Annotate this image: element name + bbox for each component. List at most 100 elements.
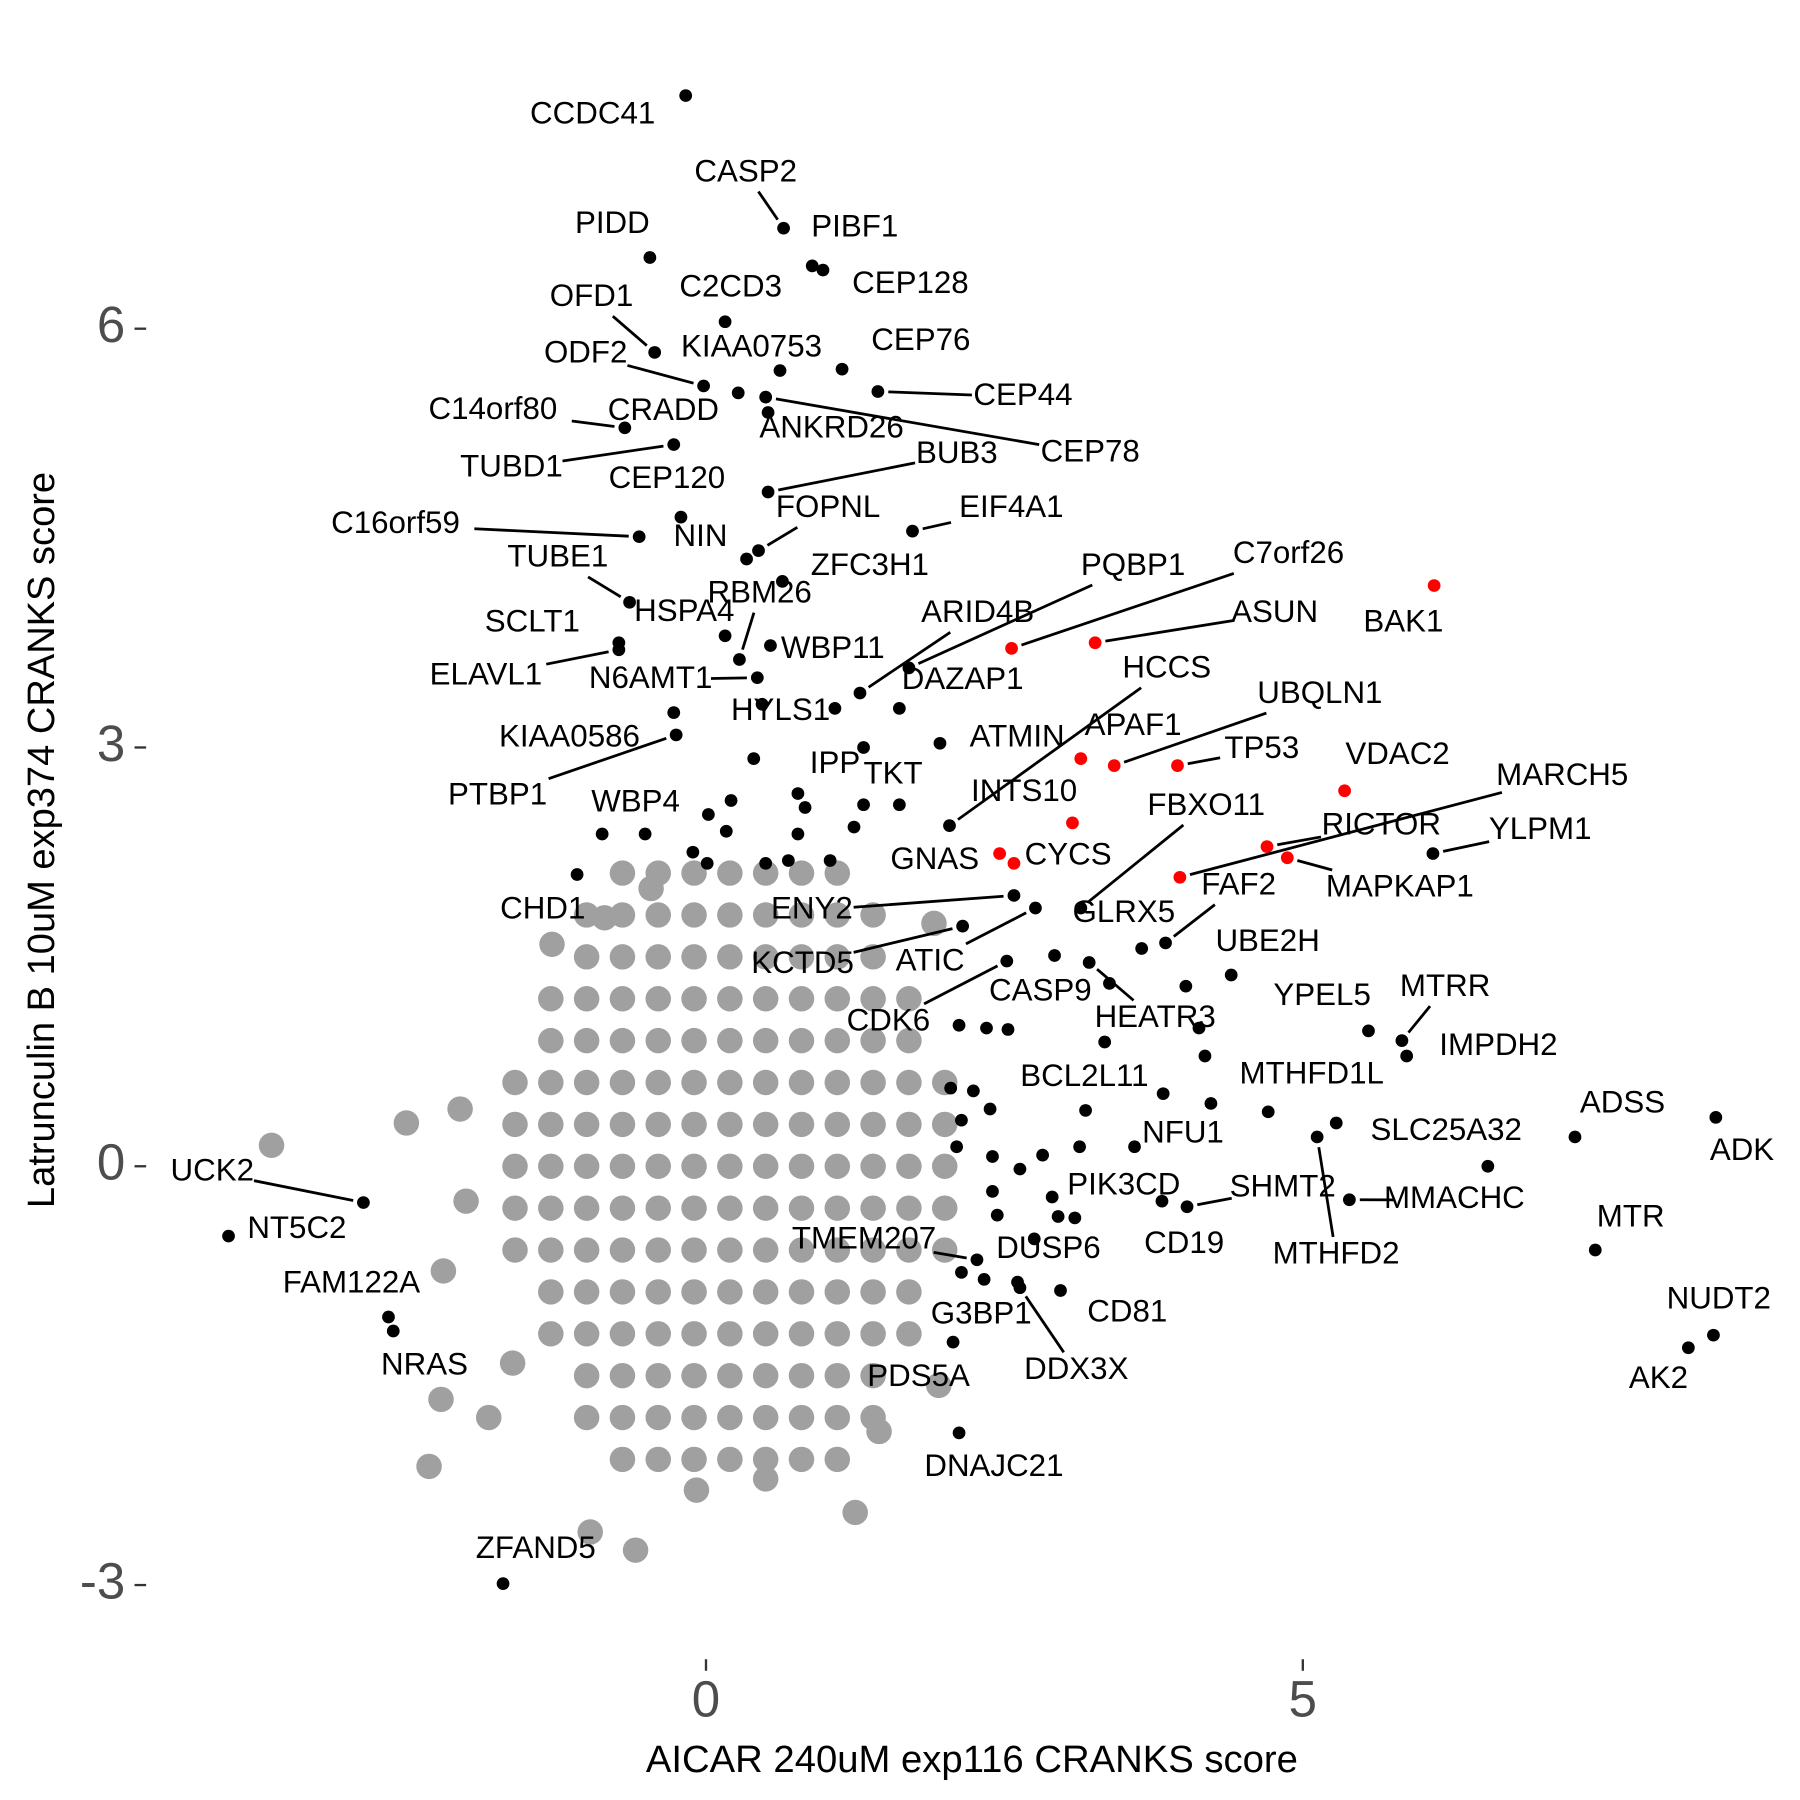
leader-line [1317, 1146, 1335, 1238]
point-label: SCLT1 [485, 603, 580, 638]
background-point [788, 1027, 815, 1054]
background-point [921, 910, 947, 937]
background-point [860, 1195, 886, 1221]
background-point [717, 1111, 743, 1138]
background-point [683, 1477, 710, 1503]
point-label: CHD1 [500, 891, 585, 926]
y-tick-label: 3 [97, 715, 125, 772]
point [1000, 954, 1014, 968]
x-tick-label: 5 [1289, 1671, 1317, 1728]
point [719, 824, 733, 838]
point [623, 595, 636, 609]
point [1007, 889, 1021, 902]
point [980, 1021, 993, 1035]
background-point [717, 860, 743, 886]
point-label: HCCS [1122, 650, 1211, 685]
point [761, 485, 775, 499]
point [755, 697, 769, 711]
point [1079, 1104, 1092, 1117]
background-point [752, 1466, 779, 1492]
background-point [577, 1519, 603, 1545]
point [986, 1150, 999, 1163]
background-point [717, 944, 743, 970]
point [595, 827, 609, 841]
background-point [717, 1404, 743, 1431]
background-point [717, 1279, 743, 1305]
point [724, 794, 738, 807]
background-point [681, 902, 707, 928]
point [1005, 642, 1018, 655]
background-point [788, 1195, 815, 1221]
point [1082, 956, 1096, 969]
background-point [645, 1237, 672, 1263]
point [1192, 1021, 1206, 1035]
background-point [538, 1111, 564, 1138]
background-point [896, 1153, 922, 1179]
axes-layer: -3 0 3 6 0 5 [80, 296, 1317, 1727]
background-point [752, 1321, 779, 1347]
point [950, 1140, 964, 1154]
points-layer [222, 89, 1723, 1590]
point-label: OFD1 [550, 278, 633, 313]
background-point [538, 1027, 564, 1054]
point-label: ZFAND5 [476, 1530, 596, 1565]
point [776, 575, 789, 588]
background-point [645, 1069, 672, 1096]
point [955, 1266, 968, 1279]
point [1054, 1284, 1067, 1297]
point [1074, 752, 1088, 765]
point [1156, 1087, 1170, 1101]
point [1709, 1111, 1723, 1124]
leader-line [853, 927, 953, 954]
point [952, 1426, 966, 1440]
point-label: ATMIN [970, 719, 1065, 754]
background-point [788, 1237, 815, 1263]
point-label: PIDD [575, 205, 650, 240]
point-label: CD81 [1087, 1293, 1167, 1328]
point [1029, 901, 1042, 915]
background-point [788, 1362, 815, 1389]
background-point [896, 1027, 922, 1054]
background-point [717, 902, 743, 928]
point-label: CD19 [1144, 1225, 1224, 1260]
point [1088, 636, 1102, 650]
background-point [752, 1069, 779, 1096]
point [638, 827, 652, 841]
point-label: TUBD1 [460, 449, 563, 484]
point-label: ELAVL1 [430, 656, 543, 691]
point-label: PQBP1 [1081, 547, 1185, 582]
point [1707, 1328, 1720, 1342]
point [1045, 1190, 1059, 1204]
background-point [896, 1321, 922, 1347]
background-point [430, 1258, 457, 1284]
point-label: MTHFD1L [1240, 1056, 1384, 1091]
background-point [609, 1111, 636, 1138]
background-point [931, 1111, 958, 1138]
point-label: DNAJC21 [924, 1448, 1063, 1483]
point-label: SHMT2 [1230, 1169, 1336, 1204]
background-point [860, 1237, 886, 1263]
point [791, 787, 805, 800]
leader-line [1197, 1196, 1232, 1207]
point [1568, 1130, 1582, 1144]
point-label: CDK6 [847, 1003, 930, 1038]
y-axis-title: Latrunculin B 10uM exp374 CRANKS score [20, 472, 63, 1208]
background-point [573, 1237, 600, 1263]
background-point [681, 1069, 707, 1096]
background-point [609, 944, 636, 970]
background-point [717, 1195, 743, 1221]
point [1013, 1162, 1027, 1176]
background-point [538, 1237, 564, 1263]
point [1329, 1116, 1343, 1130]
point [823, 854, 837, 867]
point [1107, 759, 1121, 772]
leader-line [1442, 840, 1490, 853]
background-point [752, 1404, 779, 1431]
point-label: INTS10 [971, 773, 1077, 808]
leader-line [1277, 835, 1322, 847]
background-point [538, 1153, 564, 1179]
background-point [860, 1069, 886, 1096]
point-label: TMEM207 [792, 1221, 936, 1256]
background-point [788, 860, 815, 886]
